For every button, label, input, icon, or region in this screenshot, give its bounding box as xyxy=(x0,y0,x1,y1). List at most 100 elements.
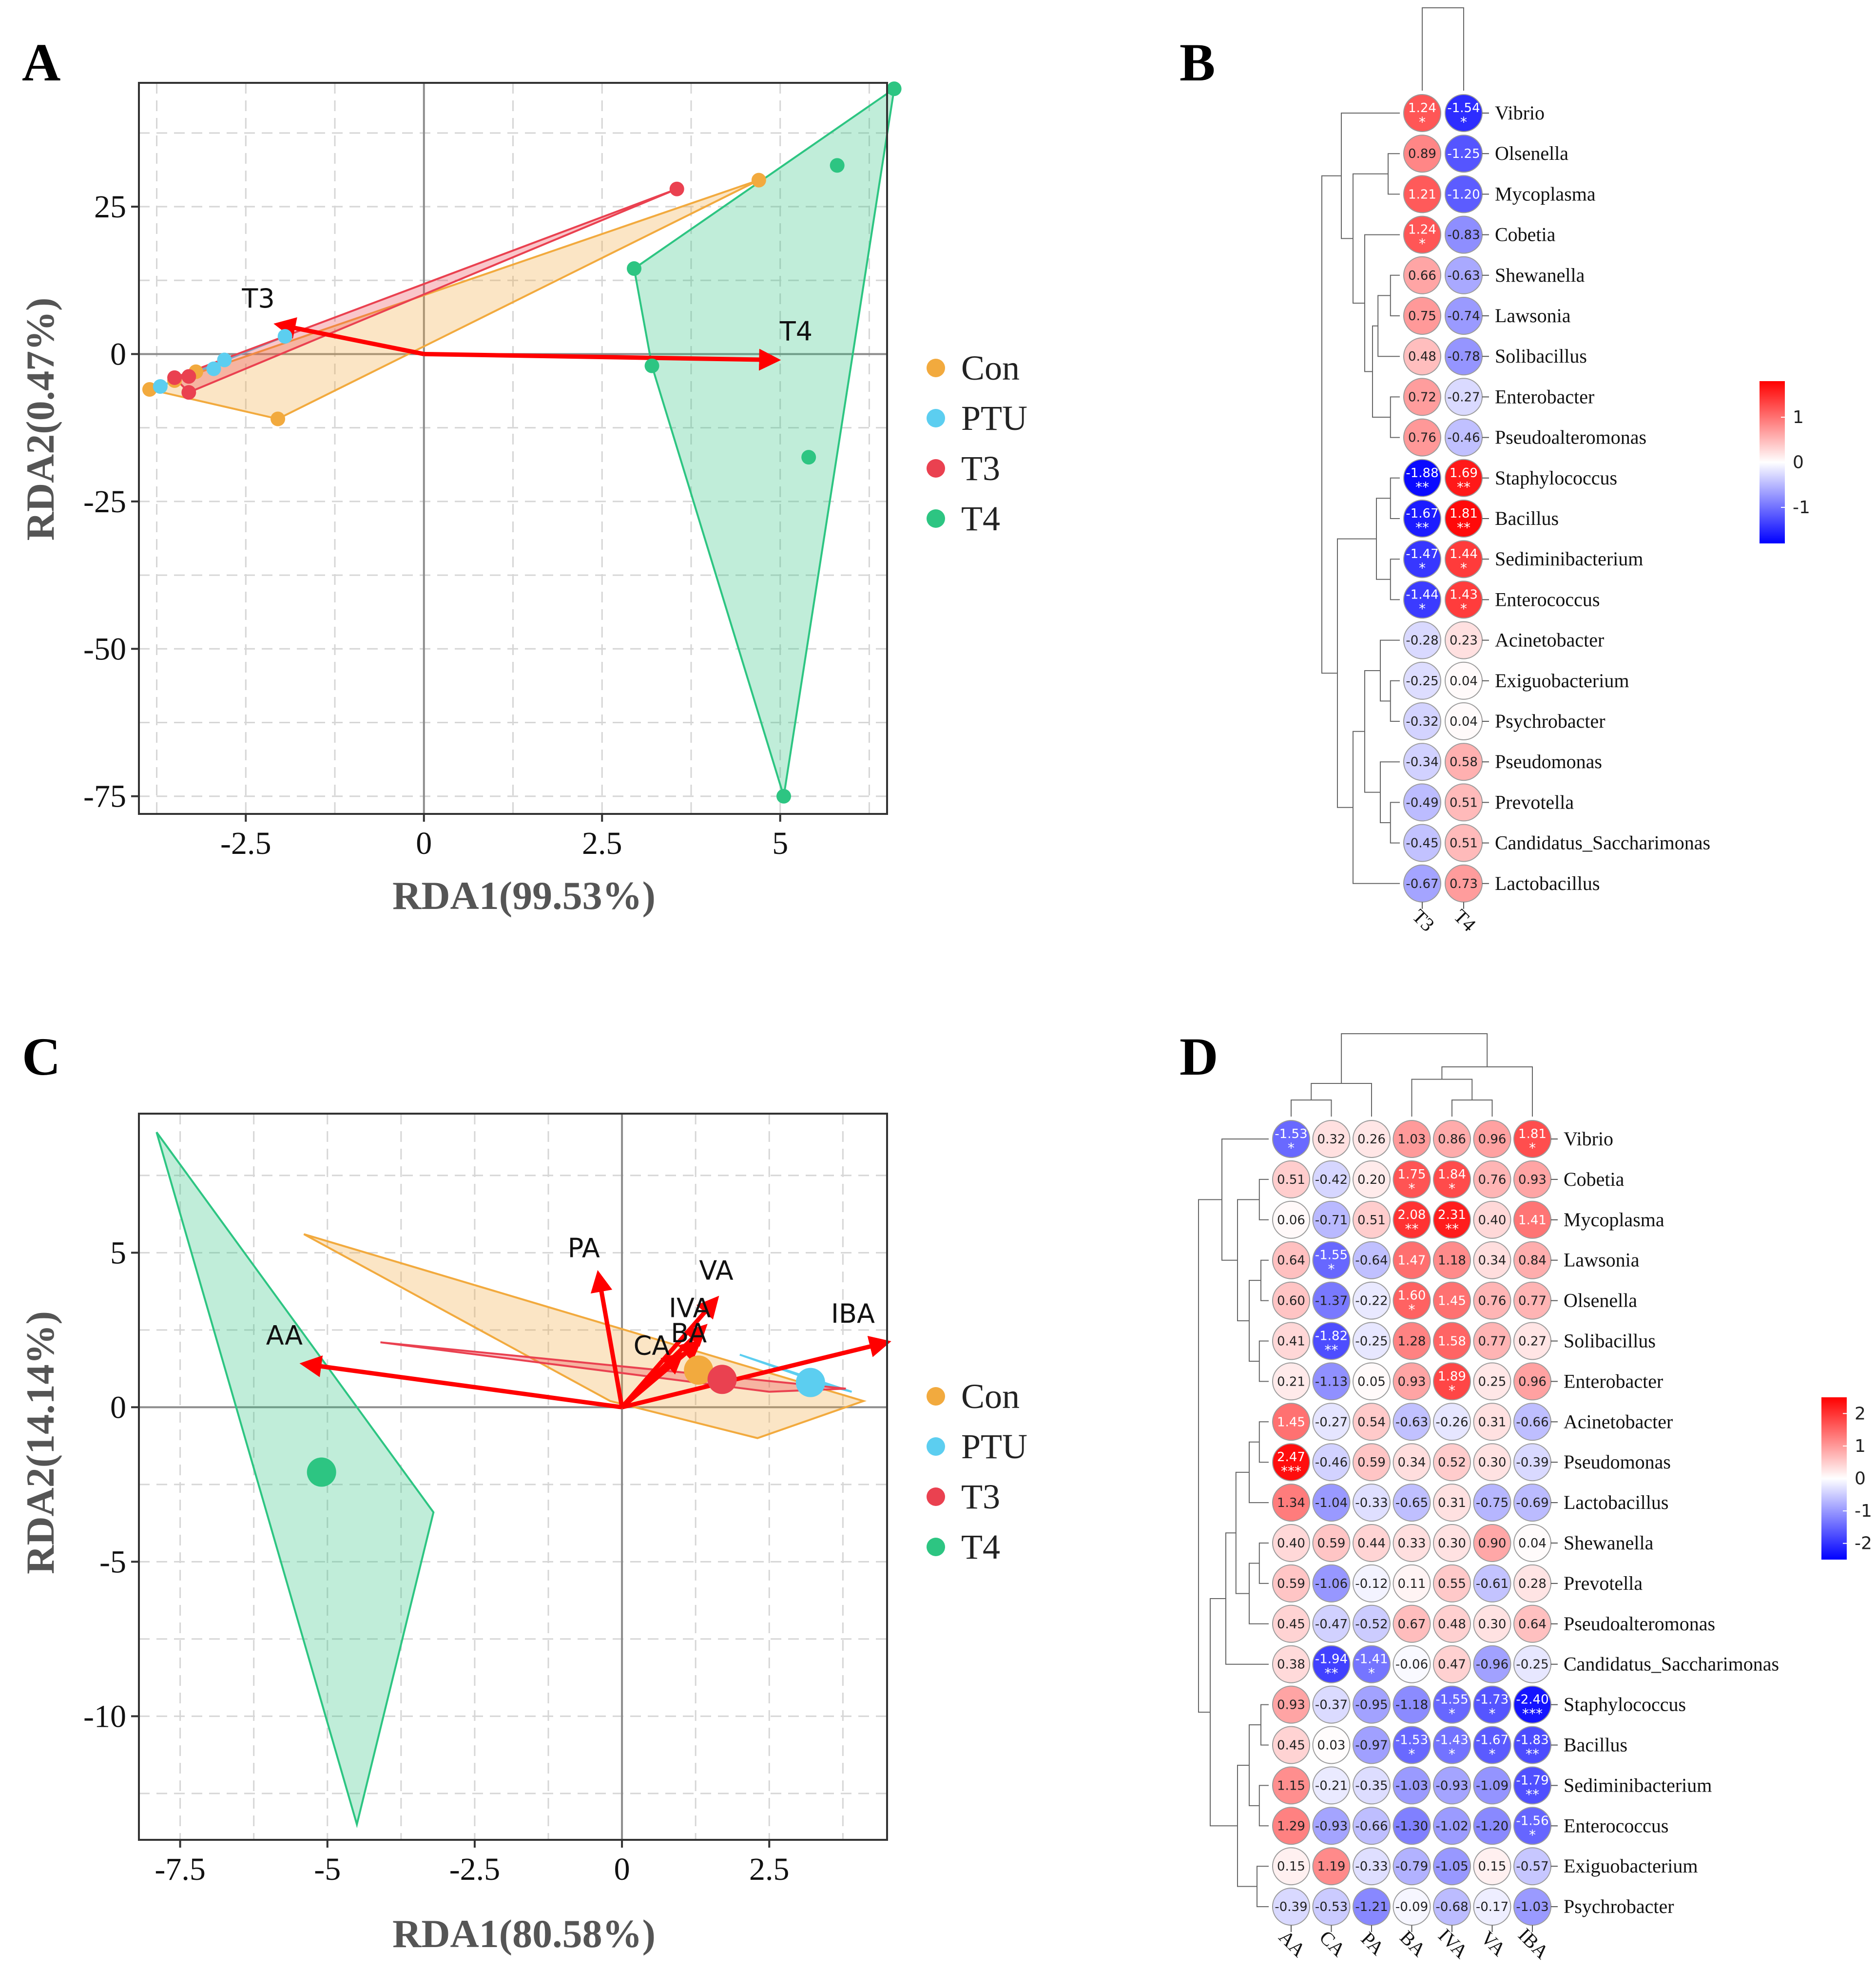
dendro-branch xyxy=(1441,1066,1533,1117)
dendro-branch xyxy=(1258,1785,1269,1827)
colorbar-tick-label: 2 xyxy=(1855,1404,1866,1424)
y-axis-title: RDA2(14.14%) xyxy=(18,1311,62,1574)
cell-cobetia-t3 xyxy=(1403,215,1441,254)
cell-bacillus-aa xyxy=(1272,1726,1310,1764)
heatmap-d: -1.53*0.32 0.26 1.03 0.86 0.96 1.81*0.51 -0.42… xyxy=(1198,1033,1872,1963)
cell-value: -1.30 xyxy=(1395,1819,1428,1834)
cell-value: -0.93 xyxy=(1435,1778,1468,1793)
dendro-branch xyxy=(1235,1471,1249,1594)
cell-value: 1.43 xyxy=(1450,587,1478,602)
cell-value: 0.76 xyxy=(1478,1173,1507,1187)
col-label-pa: PA xyxy=(1357,1928,1389,1959)
cell-value: -0.21 xyxy=(1315,1778,1348,1793)
panel-label-c: C xyxy=(22,1027,60,1086)
row-label-vibrio: Vibrio xyxy=(1564,1128,1613,1150)
cell-value: 0.51 xyxy=(1450,795,1478,810)
cell-solibacillus-t3 xyxy=(1403,337,1441,376)
cell-olsenella-ba xyxy=(1392,1281,1431,1320)
group-hulls xyxy=(155,1131,867,1829)
cell-sediminibacterium-aa xyxy=(1272,1766,1310,1805)
arrows: PA VA IVA CA BA IBA AA xyxy=(266,1233,891,1409)
significance-mark: * xyxy=(1529,1140,1536,1156)
row-label-mycoplasma: Mycoplasma xyxy=(1495,183,1596,205)
cell-value: 0.40 xyxy=(1478,1213,1507,1228)
cell-pseudomonas-va xyxy=(1473,1443,1511,1482)
row-label-staphylococcus: Staphylococcus xyxy=(1564,1694,1686,1716)
cell-value: -0.32 xyxy=(1406,714,1438,729)
cell-olsenella-va xyxy=(1473,1281,1511,1320)
dendro-branch xyxy=(1321,175,1341,674)
colorbar: 1 0 -1 xyxy=(1760,381,1810,543)
cell-value: 0.26 xyxy=(1357,1132,1386,1147)
row-labels: Vibrio Olsenella Mycoplasma Cobetia Shewanel… xyxy=(1482,102,1710,894)
cell-value: 0.64 xyxy=(1277,1254,1305,1268)
cell-vibrio-pa xyxy=(1353,1120,1391,1158)
cell-value: -0.25 xyxy=(1406,674,1438,689)
row-label-pseudoalteromonas: Pseudoalteromonas xyxy=(1495,426,1646,448)
cell-shewanella-ba xyxy=(1392,1524,1431,1562)
row-label-cobetia: Cobetia xyxy=(1564,1168,1625,1190)
cell-value: -1.03 xyxy=(1395,1778,1428,1793)
dendro-branch xyxy=(1260,1704,1269,1746)
cell-prevotella-aa xyxy=(1272,1564,1310,1602)
dendro-branch xyxy=(1198,1199,1222,1713)
cell-value: 0.67 xyxy=(1398,1617,1426,1632)
dendro-branch xyxy=(1258,1178,1269,1220)
point-t3 xyxy=(181,385,196,400)
cell-value: -0.49 xyxy=(1406,795,1438,810)
cell-value: -0.79 xyxy=(1395,1859,1428,1874)
cell-value: 0.58 xyxy=(1450,755,1478,770)
cell-enterobacter-ca xyxy=(1312,1362,1351,1401)
cell-bacillus-iva xyxy=(1433,1726,1471,1764)
cell-exiguobacterium-iva xyxy=(1433,1847,1471,1886)
x-tick-label: -2.5 xyxy=(449,1852,500,1887)
row-label-mycoplasma: Mycoplasma xyxy=(1564,1209,1664,1231)
axis-ticks: -2.5 0 2.5 5 25 0 -25 -50 -75 xyxy=(83,189,788,861)
legend-label-con: Con xyxy=(961,348,1020,387)
cell-solibacillus-pa xyxy=(1353,1322,1391,1360)
cell-value: 2.47 xyxy=(1277,1450,1305,1465)
cell-value: -0.78 xyxy=(1447,349,1480,364)
significance-mark: ** xyxy=(1526,1786,1539,1802)
row-label-psychrobacter: Psychrobacter xyxy=(1564,1895,1674,1917)
cell-value: -1.13 xyxy=(1315,1374,1348,1389)
cell-value: 1.81 xyxy=(1518,1127,1547,1141)
cell-value: 0.66 xyxy=(1408,269,1436,283)
colorbar: 2 1 0 -1 -2 xyxy=(1821,1397,1872,1560)
cell-lawsonia-aa xyxy=(1272,1241,1310,1279)
row-label-vibrio: Vibrio xyxy=(1495,102,1545,124)
row-label-shewanella: Shewanella xyxy=(1564,1532,1654,1554)
row-label-pseudomonas: Pseudomonas xyxy=(1495,751,1602,772)
cell-value: -0.06 xyxy=(1395,1658,1428,1672)
cell-exiguobacterium-ba xyxy=(1392,1847,1431,1886)
cell-mycoplasma-pa xyxy=(1353,1200,1391,1239)
cell-pseudoalteromonas-ba xyxy=(1392,1604,1431,1643)
cell-candidatus_saccharimonas-t3 xyxy=(1403,824,1441,862)
cell-staphylococcus-va xyxy=(1473,1685,1511,1724)
cell-value: -0.53 xyxy=(1315,1900,1348,1914)
cell-cobetia-iva xyxy=(1433,1160,1471,1198)
dendro-branch xyxy=(1258,1340,1269,1382)
cell-value: 1.24 xyxy=(1408,101,1436,116)
y-tick-label: 0 xyxy=(110,336,126,372)
cell-enterococcus-ba xyxy=(1392,1807,1431,1845)
cell-value: -0.67 xyxy=(1406,877,1438,891)
significance-mark: ** xyxy=(1325,1665,1338,1681)
axis-ticks: -7.5 -5 -2.5 0 2.5 5 0 -5 -10 xyxy=(83,1235,790,1887)
cell-value: 0.30 xyxy=(1438,1536,1466,1551)
significance-mark: ** xyxy=(1526,1746,1539,1762)
significance-mark: * xyxy=(1409,1746,1415,1762)
cell-sediminibacterium-iva xyxy=(1433,1766,1471,1805)
cell-value: -0.22 xyxy=(1355,1294,1388,1309)
y-tick-label: -25 xyxy=(83,484,126,520)
cell-shewanella-aa xyxy=(1272,1524,1310,1562)
arrow-label-aa: AA xyxy=(266,1320,303,1351)
cell-prevotella-pa xyxy=(1353,1564,1391,1602)
row-label-lactobacillus: Lactobacillus xyxy=(1495,872,1600,894)
cell-value: 0.93 xyxy=(1277,1698,1305,1713)
cell-value: 0.93 xyxy=(1398,1374,1426,1389)
cell-acinetobacter-pa xyxy=(1353,1403,1391,1441)
centroid-ptu xyxy=(795,1368,825,1397)
cell-olsenella-t3 xyxy=(1403,135,1441,173)
cell-staphylococcus-t3 xyxy=(1403,459,1441,497)
